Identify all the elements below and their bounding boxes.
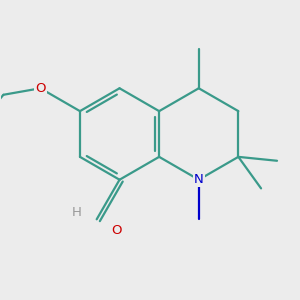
Text: O: O	[35, 82, 46, 95]
Text: N: N	[194, 173, 204, 186]
Text: H: H	[72, 206, 82, 220]
Text: O: O	[111, 224, 122, 237]
